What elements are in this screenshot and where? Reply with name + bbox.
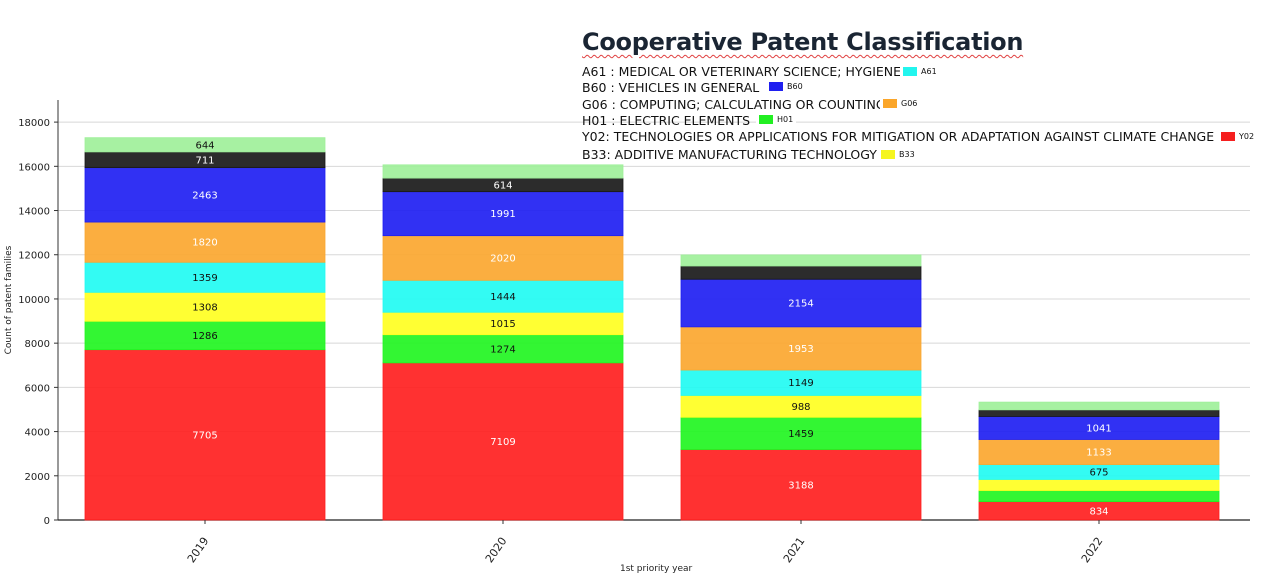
bar-2019-b60 (84, 167, 326, 223)
bar-2019-h01 (84, 320, 326, 351)
chart-title: Cooperative Patent Classification (582, 28, 1024, 56)
bar-2020-b60 (382, 191, 624, 237)
bar-value-label: 1991 (490, 209, 515, 220)
bar-value-label: 614 (493, 180, 512, 191)
bar-2021-segment-6 (680, 265, 922, 280)
bar-2021-a61 (680, 369, 922, 396)
y-tick-label: 4000 (25, 428, 50, 439)
bar-value-label: 1149 (788, 378, 813, 389)
bar-value-label: 1015 (490, 319, 515, 330)
legend-key-a61: A61 (900, 66, 940, 77)
legend-swatch-g06 (883, 99, 897, 108)
x-tick-label: 2020 (483, 535, 510, 565)
y-tick-label: 0 (44, 516, 50, 527)
legend-text-y02: Y02: TECHNOLOGIES OR APPLICATIONS FOR MI… (582, 129, 1215, 144)
legend-text-g06: G06 : COMPUTING; CALCULATING OR COUNTING (582, 97, 886, 112)
bar-value-label: 988 (791, 402, 810, 413)
bar-2022-h01 (978, 490, 1220, 502)
bar-2020-a61 (382, 279, 624, 313)
legend-key-h01: H01 (756, 114, 797, 125)
legend-text-b60: B60 : VEHICLES IN GENERAL (582, 80, 760, 95)
bar-value-label: 3188 (788, 480, 813, 491)
bar-value-label: 675 (1089, 467, 1108, 478)
y-tick-label: 2000 (25, 472, 50, 483)
bar-2022-g06 (978, 439, 1220, 465)
bar-2020-segment-7 (382, 164, 624, 179)
bar-value-label: 1286 (192, 331, 217, 342)
bar-value-label: 1308 (192, 302, 217, 313)
bar-value-label: 7705 (192, 430, 217, 441)
bar-2019-y02 (84, 349, 326, 521)
bar-value-label: 1359 (192, 273, 217, 284)
y-tick-label: 14000 (18, 207, 50, 218)
bar-value-label: 2463 (192, 190, 217, 201)
bar-2021-segment-7 (680, 254, 922, 267)
x-tick-label: 2019 (185, 535, 212, 565)
bar-2019-a61 (84, 261, 326, 293)
bar-value-label: 1444 (490, 292, 515, 303)
legend-key-b33: B33 (878, 149, 918, 160)
bar-value-label: 7109 (490, 437, 515, 448)
bar-2020-g06 (382, 235, 624, 281)
bar-2022-segment-6 (978, 409, 1220, 417)
legend-key-y02: Y02 (1218, 131, 1258, 142)
y-tick-label: 16000 (18, 162, 50, 173)
y-tick-label: 8000 (25, 339, 50, 350)
x-tick-label: 2022 (1079, 535, 1106, 565)
bar-value-label: 1274 (490, 344, 515, 355)
bar-value-label: 1820 (192, 238, 217, 249)
bar-2022-b33 (978, 479, 1220, 491)
legend-text-b33: B33: ADDITIVE MANUFACTURING TECHNOLOGY (582, 147, 877, 162)
bar-value-label: 1459 (788, 429, 813, 440)
y-axis-title: Count of patent families (4, 245, 14, 355)
y-tick-label: 10000 (18, 295, 50, 306)
y-tick-label: 18000 (18, 118, 50, 129)
bar-2020-y02 (382, 362, 624, 521)
bar-value-label: 2020 (490, 254, 515, 265)
x-axis-title: 1st priority year (620, 564, 693, 574)
bar-2019-b33 (84, 291, 326, 322)
bar-2022-segment-7 (978, 401, 1220, 411)
legend-text-h01: H01 : ELECTRIC ELEMENTS (582, 113, 751, 128)
bar-2019-segment-7 (84, 137, 326, 153)
bar-value-label: 1953 (788, 344, 813, 355)
legend-text-a61: A61 : MEDICAL OR VETERINARY SCIENCE; HYG… (582, 64, 902, 79)
bar-value-label: 1133 (1086, 448, 1111, 459)
bar-value-label: 644 (195, 140, 214, 151)
x-tick-label: 2021 (781, 535, 808, 565)
bar-value-label: 1041 (1086, 423, 1111, 434)
bar-2021-h01 (680, 416, 922, 450)
y-tick-label: 6000 (25, 383, 50, 394)
legend-swatch-a61 (903, 67, 917, 76)
bar-2020-h01 (382, 334, 624, 364)
bar-2021-b60 (680, 278, 922, 328)
bar-value-label: 834 (1089, 506, 1108, 517)
legend-swatch-b60 (769, 82, 783, 91)
bar-2021-g06 (680, 326, 922, 371)
bar-2021-y02 (680, 449, 922, 521)
legend-swatch-h01 (759, 115, 773, 124)
legend-key-b60: B60 (766, 81, 806, 92)
bar-value-label: 711 (195, 155, 214, 166)
legend-key-g06: G06 (880, 98, 921, 109)
bar-value-label: 2154 (788, 299, 813, 310)
y-tick-label: 12000 (18, 251, 50, 262)
legend-swatch-y02 (1221, 132, 1235, 141)
legend-swatch-b33 (881, 150, 895, 159)
